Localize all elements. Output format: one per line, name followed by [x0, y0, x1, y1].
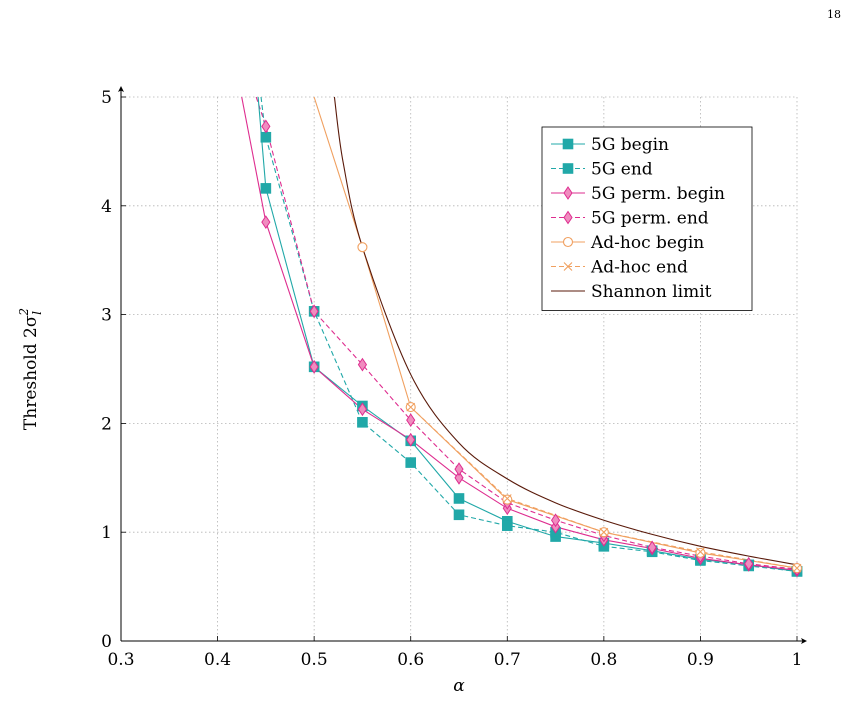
- data-point-5g-perm-begin: [309, 359, 319, 374]
- x-tick-label: 0.4: [204, 650, 231, 670]
- legend-label-5g-begin: 5G begin: [591, 135, 669, 155]
- legend-label-ad-hoc-begin: Ad-hoc begin: [590, 233, 704, 253]
- data-point-5g-begin: [260, 183, 272, 194]
- legend-label-ad-hoc-end: Ad-hoc end: [590, 258, 688, 278]
- data-point-5g-begin: [453, 493, 465, 504]
- data-point-5g-perm-end: [550, 513, 561, 528]
- x-axis-arrow: [801, 638, 807, 644]
- series-line-5g-end: [265, 137, 798, 572]
- data-point-5g-perm-begin: [406, 432, 416, 447]
- legend-marker-ad-hoc-end: [563, 262, 573, 271]
- data-point-5g-perm-end: [309, 304, 319, 319]
- x-tick-label: 1: [792, 650, 803, 670]
- x-tick-label: 0.9: [687, 650, 714, 670]
- data-point-5g-end: [405, 457, 417, 468]
- data-point-5g-end: [357, 417, 368, 428]
- legend-box: [541, 126, 753, 311]
- data-point-5g-perm-end: [357, 357, 368, 372]
- data-point-ad-hoc-end: [502, 494, 512, 503]
- data-point-ad-hoc-end: [599, 527, 609, 537]
- legend: 5G begin 5G end 5G perm. begin 5G perm. end…: [541, 126, 753, 311]
- legend-label-5g-perm-end: 5G perm. end: [591, 209, 709, 229]
- legend-label-shannon-limit: Shannon limit: [591, 282, 712, 302]
- y-tick-label: 4: [101, 197, 112, 217]
- legend-marker-ad-hoc-begin: [562, 236, 574, 248]
- series-line-ext-5g-begin: [257, 96, 267, 189]
- x-tick-label: 0.5: [301, 650, 328, 670]
- series-line-5g-begin: [265, 188, 798, 572]
- data-point-5g-perm-end: [454, 462, 464, 476]
- data-point-5g-perm-end: [261, 119, 271, 134]
- y-axis-label-sup: 2: [17, 308, 31, 317]
- y-axis-label-text: Threshold 2σ2l: [17, 308, 44, 430]
- axes: 0.3 0.4 0.5 0.6 0.7 0.8 0.9 1 0 1 2 3 4 5 α Threshold 2…: [17, 86, 807, 696]
- series-line-ext-5g-perm-begin: [241, 96, 267, 223]
- y-tick-label: 2: [101, 414, 112, 434]
- legend-marker-5g-begin: [562, 138, 574, 150]
- data-point-ad-hoc-begin: [357, 242, 368, 253]
- data-point-ad-hoc-end: [406, 402, 416, 412]
- series-line-shannon-limit: [333, 96, 798, 566]
- data-point-ad-hoc-end: [696, 547, 705, 557]
- x-axis-label: α: [453, 676, 465, 696]
- data-point-5g-end: [501, 520, 513, 531]
- legend-label-5g-perm-begin: 5G perm. begin: [591, 184, 725, 204]
- x-tick-label: 0.7: [494, 650, 521, 670]
- data-point-5g-perm-end: [647, 540, 657, 555]
- data-point-5g-end: [260, 131, 272, 143]
- y-axis-arrow: [118, 86, 124, 92]
- y-tick-label: 3: [101, 306, 112, 326]
- legend-marker-5g-end: [562, 163, 574, 174]
- marker-layer: [260, 119, 803, 578]
- y-axis-label-sub: l: [30, 311, 44, 315]
- x-tick-label: 0.8: [590, 650, 617, 670]
- data-point-5g-perm-begin: [357, 402, 368, 417]
- series-line-5g-perm-begin: [265, 221, 798, 571]
- page-number: 18: [827, 8, 841, 21]
- data-point-ad-hoc-end: [792, 563, 802, 573]
- y-tick-label: 5: [101, 88, 112, 108]
- legend-marker-5g-perm-begin: [563, 186, 573, 200]
- data-point-ad-hoc-begin: [502, 494, 513, 505]
- data-point-5g-perm-end: [744, 556, 754, 571]
- y-tick-label: 0: [101, 632, 112, 652]
- data-point-5g-perm-begin: [261, 215, 271, 230]
- data-point-ad-hoc-begin: [695, 547, 706, 558]
- legend-label-5g-end: 5G end: [591, 160, 653, 180]
- y-tick-label: 1: [101, 523, 112, 543]
- x-tick-label: 0.3: [107, 650, 134, 670]
- data-point-5g-end: [453, 509, 465, 521]
- data-point-5g-perm-end: [406, 413, 416, 428]
- y-axis-label: Threshold 2σ2l: [17, 308, 44, 430]
- legend-marker-5g-perm-end: [563, 210, 573, 225]
- x-tick-label: 0.6: [397, 650, 424, 670]
- data-point-5g-perm-begin: [454, 470, 464, 485]
